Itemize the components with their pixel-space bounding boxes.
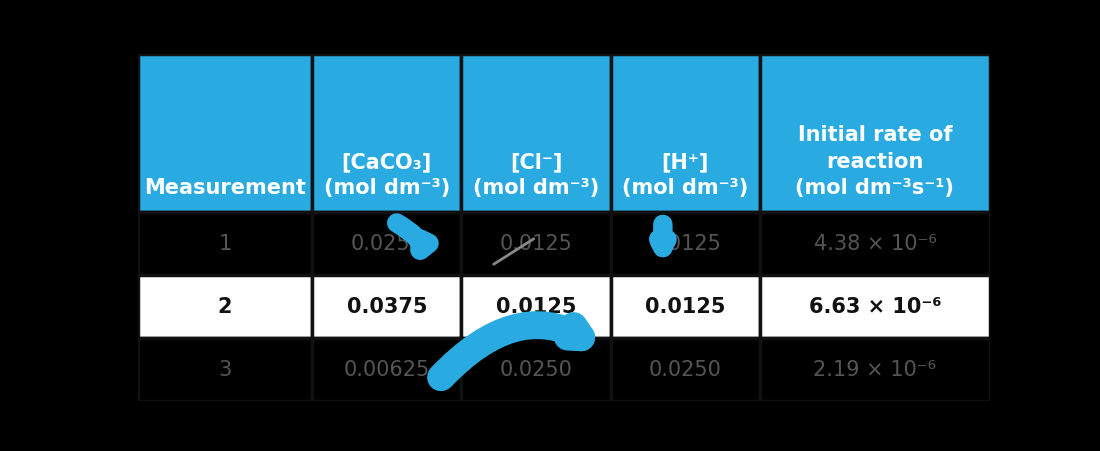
Text: 0.0125: 0.0125	[645, 297, 726, 317]
Bar	[312, 212, 462, 275]
Text: 1: 1	[218, 234, 231, 253]
Text: Measurement: Measurement	[144, 178, 306, 198]
Bar	[138, 338, 312, 401]
Bar	[312, 54, 462, 212]
Text: 3: 3	[218, 360, 231, 380]
Text: Initial rate of
reaction
(mol dm⁻³s⁻¹): Initial rate of reaction (mol dm⁻³s⁻¹)	[795, 125, 955, 198]
Bar	[610, 338, 760, 401]
Bar	[610, 275, 760, 338]
Bar	[462, 54, 610, 212]
FancyArrowPatch shape	[397, 223, 429, 250]
Bar	[312, 275, 462, 338]
Bar	[138, 54, 312, 212]
Text: 2: 2	[218, 297, 232, 317]
Bar	[610, 212, 760, 275]
Bar	[462, 212, 610, 275]
FancyArrowPatch shape	[494, 239, 534, 264]
Bar	[138, 275, 312, 338]
Text: 0.0250: 0.0250	[649, 360, 722, 380]
Text: 0.0375: 0.0375	[346, 297, 427, 317]
Bar	[462, 275, 610, 338]
Text: 2.19 × 10⁻⁶: 2.19 × 10⁻⁶	[813, 360, 936, 380]
Bar	[760, 212, 990, 275]
Text: 6.63 × 10⁻⁶: 6.63 × 10⁻⁶	[808, 297, 942, 317]
Text: 0.00625: 0.00625	[343, 360, 430, 380]
Text: 0.0125: 0.0125	[496, 297, 576, 317]
Bar	[760, 54, 990, 212]
Bar	[760, 338, 990, 401]
Bar	[760, 275, 990, 338]
Bar	[610, 54, 760, 212]
Bar	[312, 338, 462, 401]
Text: [CaCO₃]
(mol dm⁻³): [CaCO₃] (mol dm⁻³)	[323, 152, 450, 198]
Text: 0.0250: 0.0250	[499, 360, 572, 380]
Text: 4.38 × 10⁻⁶: 4.38 × 10⁻⁶	[814, 234, 936, 253]
Bar	[462, 338, 610, 401]
FancyArrowPatch shape	[659, 224, 667, 248]
Text: [H⁺]
(mol dm⁻³): [H⁺] (mol dm⁻³)	[623, 152, 748, 198]
Text: 0.0250: 0.0250	[351, 234, 424, 253]
FancyArrowPatch shape	[441, 325, 581, 377]
Text: [Cl⁻]
(mol dm⁻³): [Cl⁻] (mol dm⁻³)	[473, 152, 600, 198]
Text: 0.0125: 0.0125	[649, 234, 722, 253]
Text: 0.0125: 0.0125	[499, 234, 572, 253]
Bar	[138, 212, 312, 275]
